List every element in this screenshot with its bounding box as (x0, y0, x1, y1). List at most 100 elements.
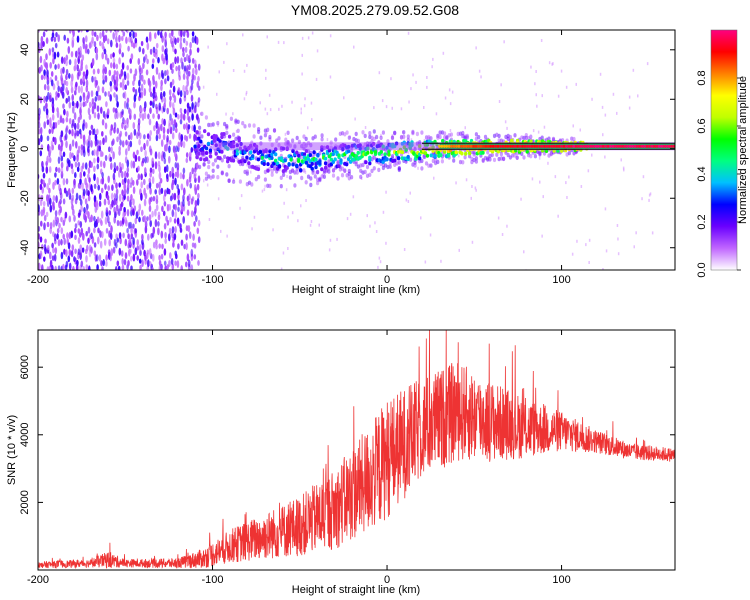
spectrogram-cell (167, 188, 171, 195)
spectrogram-cell (118, 247, 122, 256)
spectrogram-cell (140, 192, 143, 201)
spectrogram-cell (670, 144, 673, 148)
spectrogram-cell (87, 167, 91, 175)
spectrogram-cell (565, 181, 567, 185)
spectrogram-cell (196, 80, 200, 88)
spectrogram-cell (417, 166, 419, 170)
spectrogram-cell (197, 144, 201, 149)
spectrogram-cell (252, 134, 256, 139)
spectrogram-cell (38, 30, 41, 33)
spectrogram-cell (151, 157, 154, 165)
spectrogram-cell (112, 73, 116, 81)
spectrogram-cell (63, 248, 66, 255)
spectrogram-cell (172, 85, 176, 93)
spectrogram-cell (138, 86, 141, 94)
spectrogram-cell (211, 122, 215, 127)
spectrogram-cell (126, 183, 130, 191)
spectrogram-cell (333, 157, 337, 162)
spectrogram-cell (42, 172, 46, 179)
spectrogram-cell (143, 187, 146, 196)
spectrogram-cell (197, 192, 200, 199)
spectrogram-cell (186, 64, 189, 72)
spectrogram-cell (54, 64, 57, 70)
spectrogram-cell (635, 231, 637, 235)
spectrogram-cell (147, 259, 150, 268)
spectrogram-cell (118, 43, 122, 50)
spectrogram-cell (59, 187, 62, 196)
spectrogram-cell (93, 173, 96, 182)
spectrogram-cell (520, 197, 522, 201)
spectrogram-cell (46, 135, 50, 142)
spectrogram-cell (579, 128, 581, 132)
spectrogram-cell (440, 144, 444, 148)
spectrogram-cell (97, 184, 100, 191)
spectrogram-cell (38, 262, 41, 270)
spectrogram-cell (257, 174, 261, 180)
spectrogram-cell (127, 144, 131, 152)
spectrogram-cell (275, 138, 279, 143)
spectrogram-cell (295, 150, 299, 155)
spectrogram-cell (74, 58, 77, 67)
spectrogram-cell (592, 144, 595, 148)
spectrogram-cell (268, 183, 272, 189)
spectrogram-cell (291, 100, 293, 104)
spectrogram-cell (138, 203, 142, 211)
spectrogram-cell (191, 242, 195, 248)
spectrogram-cell (400, 107, 403, 111)
spectrogram-cell (90, 246, 93, 254)
spectrogram-cell (628, 106, 631, 110)
spectrogram-cell (541, 234, 543, 238)
spectrogram-cell (662, 144, 666, 148)
spectrogram-cell (304, 97, 306, 101)
spectrogram-cell (171, 102, 175, 110)
spectrogram-cell (160, 139, 164, 147)
spectrogram-cell (177, 87, 181, 93)
spectrogram-cell (123, 119, 127, 125)
spectrogram-cell (57, 85, 60, 93)
spectrogram-cell (660, 144, 663, 148)
spectrogram-cell (122, 84, 125, 91)
spectrogram-cell (270, 156, 274, 160)
spectrogram-cell (132, 160, 136, 169)
spectrogram-cell (56, 178, 60, 185)
spectrogram-cell (101, 42, 105, 50)
spectrogram-cell (93, 41, 97, 48)
spectrogram-cell (187, 115, 191, 124)
spectrogram-cell (307, 126, 309, 130)
spectrogram-cell (500, 83, 502, 87)
spectrogram-cell (74, 161, 78, 168)
spectrogram-cell (74, 129, 77, 137)
spectrogram-cell (548, 61, 551, 65)
spectrogram-cell (148, 177, 152, 184)
spectrogram-cell (119, 81, 123, 88)
spectrogram-cell (182, 194, 185, 202)
spectrogram-cell (98, 200, 102, 207)
spectrogram-cell (56, 233, 59, 240)
spectrogram-cell (39, 150, 43, 157)
spectrogram-cell (96, 128, 99, 135)
spectrogram-cell (60, 238, 63, 246)
spectrogram-cell (193, 172, 197, 177)
spectrogram-cell (252, 123, 256, 128)
spectrogram-cell (130, 53, 134, 60)
spectrogram-cell (328, 248, 331, 252)
spectrogram-cell (76, 122, 80, 130)
spectrogram-cell (161, 205, 164, 212)
spectrogram-cell (105, 30, 108, 33)
spectrogram-cell (123, 188, 127, 196)
spectrogram-cell (352, 195, 355, 199)
spectrogram-cell (388, 164, 392, 169)
spectrogram-cell (393, 131, 397, 136)
spectrogram-cell (171, 68, 174, 74)
snr-frame (37, 329, 676, 571)
spectrogram-cell (127, 141, 130, 147)
spectrogram-cell (309, 182, 313, 188)
spectrogram-marks (38, 30, 675, 270)
spectrogram-cell (406, 154, 410, 159)
spectrogram-cell (552, 144, 556, 148)
spectrogram-cell (78, 68, 82, 77)
spectrogram-cell (168, 89, 172, 96)
spectrogram-cell (280, 267, 283, 270)
spectrogram-cell (618, 144, 622, 148)
spectrogram-cell (452, 144, 456, 148)
